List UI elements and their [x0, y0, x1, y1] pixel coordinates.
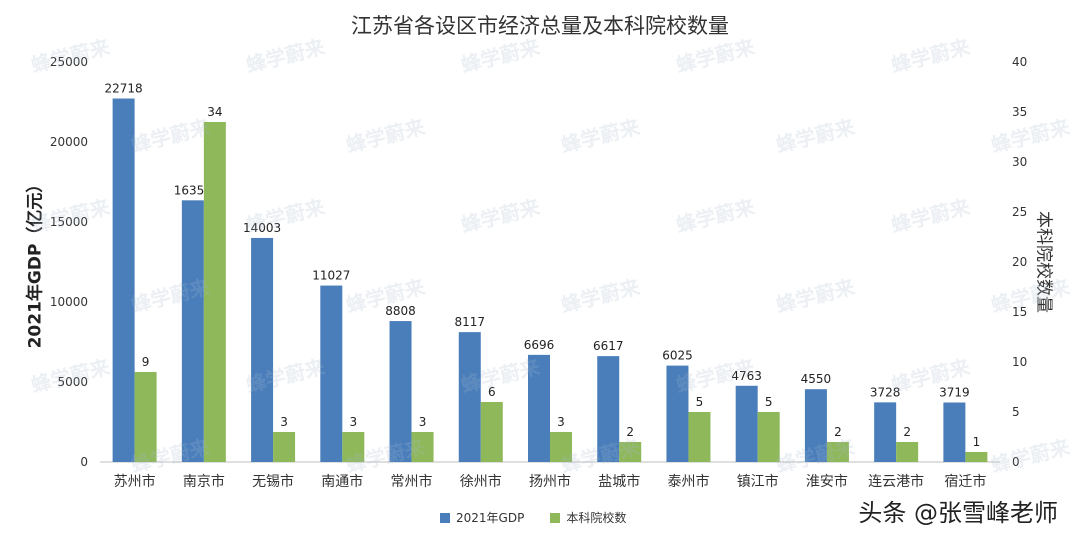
bar-gdp [112, 98, 135, 463]
bar-gdp [389, 321, 412, 462]
bar-gdp [874, 402, 897, 462]
bar-colleges [203, 122, 226, 462]
bar-colleges [965, 452, 988, 462]
data-label-gdp: 6617 [593, 339, 624, 353]
bar-gdp [943, 402, 966, 462]
y-left-tick-label: 5000 [57, 375, 88, 389]
data-label-gdp: 6696 [524, 338, 555, 352]
data-label-gdp: 4763 [731, 369, 762, 383]
data-label-colleges: 2 [626, 425, 634, 439]
data-label-colleges: 3 [349, 415, 357, 429]
x-tick-label: 宿迁市 [944, 473, 986, 490]
bar-gdp [666, 365, 689, 462]
y-left-tick-label: 10000 [50, 295, 88, 309]
y-right-tick-label: 40 [1012, 55, 1027, 69]
data-label-gdp: 4550 [801, 372, 832, 386]
x-tick-label: 无锡市 [252, 473, 294, 490]
data-label-colleges: 5 [696, 395, 704, 409]
x-tick-label: 常州市 [391, 473, 433, 490]
bar-gdp [181, 200, 204, 462]
data-label-colleges: 1 [973, 435, 981, 449]
data-label-colleges: 2 [834, 425, 842, 439]
data-label-gdp: 22718 [105, 82, 143, 96]
data-label-gdp: 3719 [939, 385, 970, 399]
y-axis-right-label: 本科院校数量 [1033, 211, 1054, 313]
y-axis-left-label: 2021年GDP（亿元） [25, 175, 46, 349]
bar-colleges [273, 432, 296, 462]
bar-colleges [619, 442, 642, 462]
bar-gdp [597, 356, 620, 462]
bar-colleges [134, 372, 157, 462]
bar-colleges [826, 442, 849, 462]
legend: 2021年GDP 本科院校数 [440, 509, 626, 526]
data-label-colleges: 3 [557, 415, 565, 429]
data-label-colleges: 2 [903, 425, 911, 439]
x-tick-label: 苏州市 [114, 473, 156, 490]
x-tick-label: 南京市 [183, 473, 225, 490]
credit-watermark: 头条 @张雪峰老师 [858, 499, 1058, 527]
data-label-colleges: 6 [488, 385, 496, 399]
y-left-tick-label: 0 [80, 455, 88, 469]
bar-gdp [458, 332, 481, 462]
data-label-gdp: 8117 [454, 315, 485, 329]
y-right-tick-label: 15 [1012, 305, 1027, 319]
x-tick-label: 连云港市 [868, 473, 924, 490]
x-tick-label: 扬州市 [529, 473, 571, 490]
y-left-tick-label: 20000 [50, 135, 88, 149]
legend-swatch-gdp [440, 512, 450, 523]
data-label-gdp: 6025 [662, 349, 693, 363]
bar-gdp [804, 389, 827, 462]
y-left-tick-label: 25000 [50, 55, 88, 69]
x-tick-label: 盐城市 [598, 473, 640, 490]
x-tick-label: 泰州市 [667, 473, 709, 490]
y-right-tick-label: 20 [1012, 255, 1027, 269]
data-label-colleges: 3 [419, 415, 427, 429]
x-tick-label: 镇江市 [737, 473, 779, 490]
bar-colleges [411, 432, 434, 462]
bar-colleges [480, 402, 503, 462]
chart-title: 江苏省各设区市经济总量及本科院校数量 [351, 14, 729, 38]
data-label-colleges: 3 [280, 415, 288, 429]
y-right-tick-label: 35 [1012, 105, 1027, 119]
legend-label-gdp: 2021年GDP [456, 511, 525, 525]
x-tick-label: 南通市 [321, 473, 363, 490]
data-label-colleges: 34 [207, 105, 222, 119]
y-right-tick-label: 5 [1012, 405, 1020, 419]
bar-colleges [342, 432, 365, 462]
x-tick-label: 淮安市 [806, 473, 848, 490]
data-label-gdp: 8808 [385, 304, 416, 318]
y-right-tick-label: 30 [1012, 155, 1027, 169]
bar-colleges [896, 442, 919, 462]
data-label-colleges: 9 [142, 355, 150, 369]
data-label-colleges: 5 [765, 395, 773, 409]
y-left-tick-label: 15000 [50, 215, 88, 229]
bar-gdp [320, 285, 343, 462]
data-label-gdp: 14003 [243, 221, 281, 235]
legend-label-colleges: 本科院校数 [566, 511, 627, 525]
bar-gdp [528, 354, 550, 462]
bar-colleges [550, 432, 572, 462]
bar-gdp [735, 385, 758, 462]
y-right-tick-label: 25 [1012, 205, 1027, 219]
data-label-gdp: 3728 [870, 385, 901, 399]
x-tick-label: 徐州市 [460, 473, 502, 490]
data-label-gdp: 11027 [312, 269, 350, 283]
data-label-gdp: 16355 [174, 183, 212, 197]
bar-gdp [251, 237, 274, 462]
bar-colleges [688, 412, 711, 462]
legend-swatch-colleges [550, 512, 561, 523]
bar-colleges [757, 412, 780, 462]
y-right-tick-label: 0 [1012, 455, 1020, 469]
y-right-tick-label: 10 [1012, 355, 1027, 369]
